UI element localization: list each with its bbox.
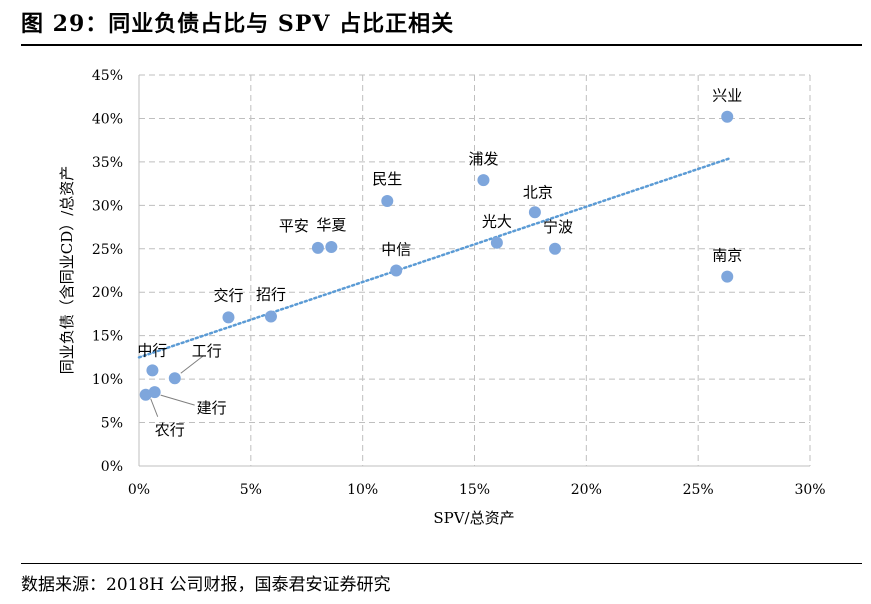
tick-labels: 0% 5% 10% 15% 20% 25% 30% 0% 5% 10% 15% 20% 25% 30% 35… [92, 68, 826, 498]
point-label: 建行 [197, 399, 227, 417]
point-label: 兴业 [712, 87, 742, 105]
y-tick-label: 15% [92, 329, 123, 345]
title-rule [21, 44, 862, 46]
data-point [549, 242, 562, 255]
data-point [168, 372, 181, 385]
x-tick-label: 0% [128, 482, 150, 498]
point-label: 农行 [155, 421, 185, 439]
data-point [325, 241, 338, 254]
leader-lines [150, 355, 204, 417]
data-point [222, 311, 235, 324]
point-label: 南京 [712, 247, 742, 265]
y-tick-label: 40% [92, 111, 123, 127]
y-axis-label: 同业负债（含同业CD）/总资产 [58, 166, 76, 375]
point-label: 平安 [279, 217, 309, 235]
x-tick-label: 10% [347, 482, 378, 498]
point-label: 交行 [213, 286, 243, 304]
data-point [146, 364, 159, 377]
x-tick-label: 5% [240, 482, 262, 498]
y-tick-label: 25% [92, 242, 123, 258]
trendline-line [137, 157, 731, 359]
trendline [137, 157, 731, 359]
leader-line [160, 394, 195, 406]
data-point [311, 241, 324, 254]
point-label: 工行 [192, 342, 222, 360]
y-tick-label: 30% [92, 198, 123, 214]
y-tick-label: 45% [92, 68, 123, 84]
x-tick-label: 30% [794, 482, 825, 498]
y-tick-label: 0% [101, 459, 123, 475]
data-point [264, 310, 277, 323]
data-point [528, 206, 541, 219]
gridlines [139, 74, 811, 466]
source-rule [21, 563, 862, 564]
data-points [139, 110, 734, 401]
data-point [490, 236, 503, 249]
source-note: 数据来源：2018H 公司财报，国泰君安证券研究 [21, 575, 391, 595]
axes [138, 75, 810, 467]
point-label: 浦发 [468, 150, 498, 168]
data-point [139, 388, 152, 401]
point-label: 北京 [523, 183, 553, 201]
point-label: 招行 [256, 286, 286, 304]
leader-line [150, 398, 159, 417]
point-label: 中行 [137, 341, 167, 359]
x-tick-label: 25% [683, 482, 714, 498]
y-tick-label: 5% [101, 416, 123, 432]
y-tick-label: 35% [92, 155, 123, 171]
y-tick-label: 20% [92, 285, 123, 301]
x-axis-label: SPV/总资产 [433, 509, 514, 527]
point-label: 中信 [381, 241, 411, 259]
y-tick-label: 10% [92, 372, 123, 388]
data-point [721, 270, 734, 283]
data-point [721, 110, 734, 123]
point-label: 民生 [372, 170, 402, 188]
point-label: 华夏 [316, 216, 346, 234]
leader-line [180, 355, 204, 374]
figure-title: 图 29：同业负债占比与 SPV 占比正相关 [21, 11, 455, 37]
point-label: 光大 [482, 213, 512, 231]
data-point [477, 174, 490, 187]
data-point [381, 194, 394, 207]
data-point [390, 264, 403, 277]
point-label: 宁波 [543, 218, 573, 236]
x-tick-label: 20% [571, 482, 602, 498]
x-tick-label: 15% [459, 482, 490, 498]
